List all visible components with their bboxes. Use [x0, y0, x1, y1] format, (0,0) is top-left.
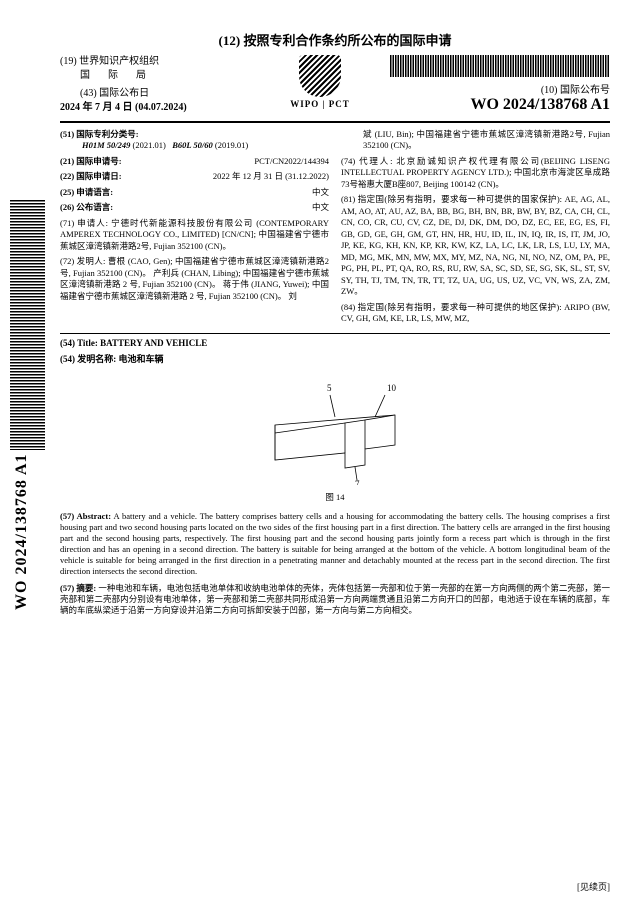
abstract-en-text: A battery and a vehicle. The battery com…: [60, 511, 610, 576]
vertical-publication-number: WO 2024/138768 A1: [13, 453, 31, 610]
vertical-barcode: [10, 200, 45, 450]
abstract-cn-text: 一种电池和车辆，电池包括电池单体和收纳电池单体的壳体，壳体包括第一壳部和位于第一…: [60, 583, 610, 615]
inventor-cont: 斌 (LIU, Bin); 中国福建省宁德市蕉城区漳湾镇新港路2号, Fujia…: [341, 129, 610, 152]
divider: [60, 333, 610, 334]
field-51: (51) 国际专利分类号: H01M 50/249 (2021.01) B60L…: [60, 129, 329, 152]
horizontal-barcode: [390, 55, 610, 77]
f25-val: 中文: [312, 187, 329, 198]
field-21: (21) 国际申请号: PCT/CN2022/144394: [60, 156, 329, 167]
right-column: 斌 (LIU, Bin); 中国福建省宁德市蕉城区漳湾镇新港路2号, Fujia…: [341, 129, 610, 329]
continued-note: [见续页]: [577, 880, 610, 893]
wipo-logo-icon: [299, 55, 341, 97]
fig-label-10: 10: [387, 383, 397, 393]
figure-area: 5 10 7 图 14: [60, 375, 610, 503]
wipo-pct-text: WIPO | PCT: [270, 99, 370, 109]
f51-label: (51) 国际专利分类号:: [60, 129, 139, 139]
f21-label: (21) 国际申请号:: [60, 156, 122, 167]
f26-val: 中文: [312, 202, 329, 213]
field-22: (22) 国际申请日: 2022 年 12 月 31 日 (31.12.2022…: [60, 171, 329, 182]
pub-num-label: (10) 国际公布号: [380, 81, 610, 96]
abstract-en-label: (57) Abstract:: [60, 511, 111, 521]
abstract-cn-label: (57) 摘要:: [60, 583, 96, 593]
field-74: (74) 代理人: 北京励诚知识产权代理有限公司(BEIJING LISENG …: [341, 156, 610, 190]
fig-label-7: 7: [355, 479, 360, 485]
f22-label: (22) 国际申请日:: [60, 171, 122, 182]
bibliographic-columns: (51) 国际专利分类号: H01M 50/249 (2021.01) B60L…: [60, 129, 610, 329]
pub-date-label: (43) 国际公布日: [60, 87, 260, 101]
document-type-title: (12) 按照专利合作条约所公布的国际申请: [60, 30, 610, 49]
title-cn: (54) 发明名称: 电池和车辆: [60, 352, 610, 365]
patent-figure: 5 10 7: [235, 375, 435, 485]
abstract-en: (57) Abstract: A battery and a vehicle. …: [60, 511, 610, 577]
f22-val: 2022 年 12 月 31 日 (31.12.2022): [213, 171, 329, 182]
figure-caption: 图 14: [60, 491, 610, 503]
field-81: (81) 指定国(除另有指明，要求每一种可提供的国家保护): AE, AG, A…: [341, 194, 610, 297]
org-bureau: 国 际 局: [60, 69, 260, 83]
org-name: (19) 世界知识产权组织: [60, 55, 260, 69]
f51-v1: H01M 50/249: [82, 140, 130, 150]
divider: [60, 121, 610, 123]
header-right: (10) 国际公布号 WO 2024/138768 A1: [380, 55, 610, 114]
pub-date: 2024 年 7 月 4 日 (04.07.2024): [60, 101, 260, 115]
left-column: (51) 国际专利分类号: H01M 50/249 (2021.01) B60L…: [60, 129, 329, 329]
f26-label: (26) 公布语言:: [60, 202, 113, 213]
field-71: (71) 申请人: 宁德时代新能源科技股份有限公司 (CONTEMPORARY …: [60, 218, 329, 252]
abstract-cn: (57) 摘要: 一种电池和车辆，电池包括电池单体和收纳电池单体的壳体，壳体包括…: [60, 583, 610, 616]
header-left: (19) 世界知识产权组织 国 际 局 (43) 国际公布日 2024 年 7 …: [60, 55, 260, 115]
f51-v2: B60L 50/60: [172, 140, 213, 150]
header-center: WIPO | PCT: [270, 55, 370, 109]
title-en: (54) Title: BATTERY AND VEHICLE: [60, 338, 610, 348]
field-84: (84) 指定国(除另有指明，要求每一种可提供的地区保护): ARIPO (BW…: [341, 302, 610, 325]
f21-val: PCT/CN2022/144394: [254, 156, 329, 167]
f51-ver1: (2021.01): [133, 140, 166, 150]
field-26: (26) 公布语言: 中文: [60, 202, 329, 213]
field-72: (72) 发明人: 曹根 (CAO, Gen); 中国福建省宁德市蕉城区漳湾镇新…: [60, 256, 329, 302]
fig-label-5: 5: [327, 383, 332, 393]
f51-ver2: (2019.01): [215, 140, 248, 150]
publication-number: WO 2024/138768 A1: [380, 96, 610, 114]
field-25: (25) 申请语言: 中文: [60, 187, 329, 198]
header-row: (19) 世界知识产权组织 国 际 局 (43) 国际公布日 2024 年 7 …: [60, 55, 610, 115]
f25-label: (25) 申请语言:: [60, 187, 113, 198]
